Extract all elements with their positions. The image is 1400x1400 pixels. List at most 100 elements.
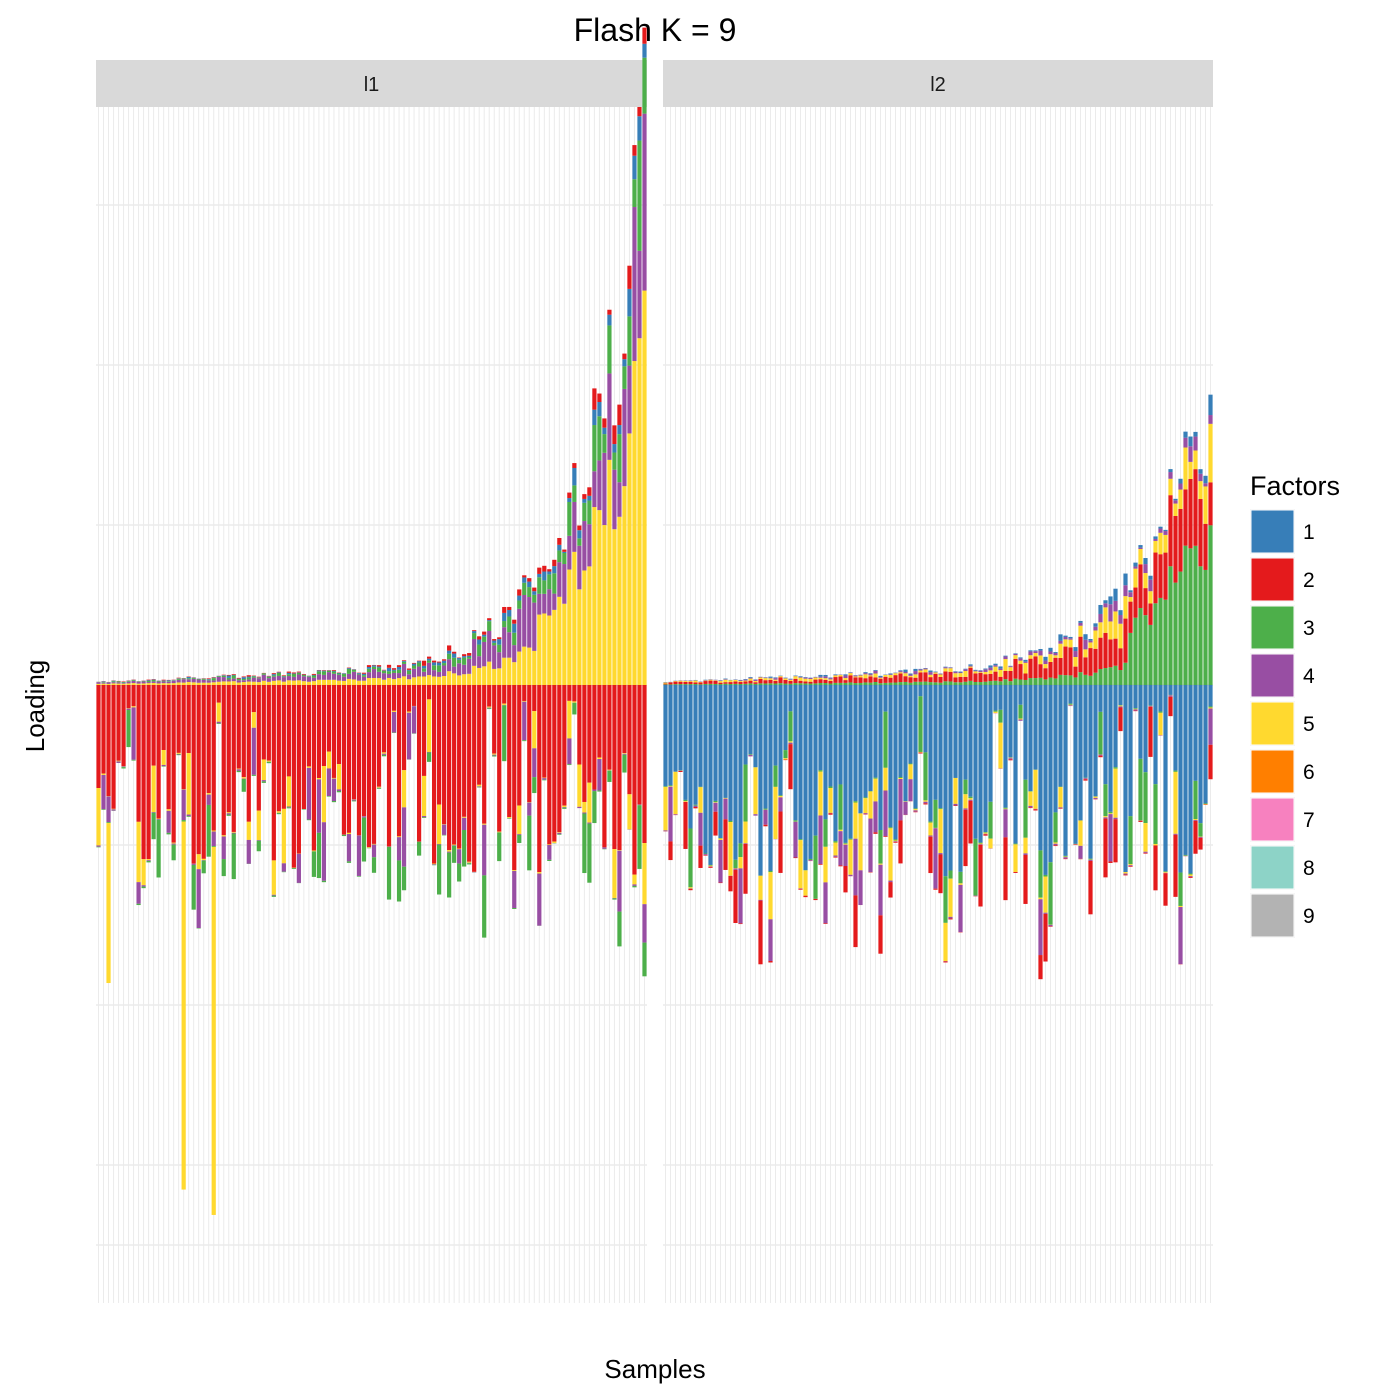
bar-segment-factor-4 — [1188, 876, 1193, 877]
bar-segment-factor-3 — [266, 676, 271, 679]
bar-segment-factor-4 — [411, 706, 417, 734]
bar-segment-factor-5 — [818, 771, 823, 816]
bar-segment-factor-2 — [708, 680, 713, 684]
bar-segment-factor-3 — [953, 682, 958, 685]
bar-segment-factor-3 — [1198, 823, 1203, 837]
bar-segment-factor-5 — [341, 680, 347, 685]
bar-segment-factor-5 — [256, 682, 261, 685]
bar-segment-factor-4 — [1038, 899, 1043, 956]
bar-segment-factor-3 — [427, 660, 432, 663]
bar-segment-factor-4 — [171, 680, 176, 684]
bar-segment-factor-2 — [497, 685, 502, 832]
bar-segment-factor-4 — [1193, 819, 1198, 821]
bar-segment-factor-4 — [462, 664, 467, 675]
bar-segment-factor-5 — [462, 674, 467, 685]
bar-segment-factor-4 — [898, 778, 903, 821]
bar-segment-factor-1 — [226, 675, 231, 678]
bar-segment-factor-2 — [246, 675, 251, 677]
bar-segment-factor-5 — [532, 711, 537, 749]
bar-segment-factor-2 — [798, 680, 803, 684]
bar-segment-factor-2 — [281, 675, 286, 676]
bar-segment-factor-2 — [908, 677, 913, 683]
bar-segment-factor-2 — [487, 685, 492, 707]
bar-segment-factor-2 — [472, 630, 477, 632]
bar-segment-factor-4 — [296, 853, 301, 883]
bar-segment-factor-1 — [683, 685, 688, 800]
bar-segment-factor-3 — [883, 711, 888, 768]
bar-segment-factor-5 — [823, 678, 828, 680]
bar-segment-factor-4 — [316, 674, 322, 680]
bar-segment-factor-5 — [793, 676, 798, 679]
bar-segment-factor-2 — [271, 673, 276, 675]
bar-segment-factor-5 — [457, 848, 462, 850]
bar-segment-factor-1 — [1203, 475, 1208, 484]
bar-segment-factor-2 — [427, 685, 432, 700]
bar-segment-factor-1 — [406, 669, 412, 671]
bar-segment-factor-3 — [527, 815, 532, 871]
bar-segment-factor-5 — [497, 668, 502, 685]
bar-segment-factor-4 — [301, 676, 306, 682]
bar-segment-factor-5 — [386, 677, 392, 685]
bar-segment-factor-5 — [1063, 856, 1068, 858]
bar-segment-factor-5 — [1078, 820, 1083, 846]
bar-segment-factor-2 — [572, 463, 577, 468]
bar-segment-factor-4 — [251, 727, 256, 775]
bar-segment-factor-1 — [627, 288, 632, 317]
bar-segment-factor-5 — [577, 589, 582, 685]
bar-segment-factor-2 — [993, 671, 998, 681]
bar-segment-factor-2 — [467, 653, 472, 656]
bar-segment-factor-3 — [116, 681, 121, 683]
bar-segment-factor-2 — [883, 836, 888, 837]
bar-segment-factor-3 — [166, 832, 171, 835]
bar-segment-factor-2 — [1053, 657, 1058, 679]
bar-segment-factor-2 — [261, 685, 266, 760]
bar-segment-factor-5 — [136, 683, 141, 685]
bar-segment-factor-4 — [1078, 622, 1083, 626]
bar-segment-factor-3 — [828, 683, 833, 685]
bar-segment-factor-2 — [371, 685, 377, 844]
bar-segment-factor-3 — [1133, 708, 1138, 709]
bar-segment-factor-5 — [442, 676, 447, 685]
bar-segment-factor-1 — [1078, 620, 1083, 623]
bar-segment-factor-5 — [462, 816, 467, 818]
bar-segment-factor-2 — [1103, 632, 1108, 669]
bar-segment-factor-4 — [517, 834, 522, 835]
bar-segment-factor-1 — [953, 685, 958, 778]
bar-segment-factor-3 — [186, 816, 191, 817]
bar-segment-factor-2 — [1078, 636, 1083, 673]
bar-segment-factor-3 — [582, 502, 587, 522]
bar-segment-factor-5 — [798, 677, 803, 681]
bar-segment-factor-1 — [923, 685, 928, 753]
bar-segment-factor-5 — [96, 788, 101, 846]
bar-segment-factor-4 — [928, 835, 933, 837]
bar-segment-factor-4 — [1143, 851, 1148, 853]
legend-swatch — [1250, 701, 1295, 746]
bar-segment-factor-1 — [356, 673, 362, 674]
bar-segment-factor-5 — [878, 677, 883, 679]
bar-segment-factor-3 — [567, 764, 572, 766]
bar-segment-factor-1 — [537, 573, 542, 578]
bar-segment-factor-3 — [411, 665, 417, 669]
bar-segment-factor-5 — [908, 764, 913, 780]
bar-segment-factor-2 — [211, 685, 216, 831]
bar-segment-factor-5 — [663, 786, 668, 831]
bar-segment-factor-5 — [1183, 447, 1188, 490]
bar-segment-factor-3 — [1203, 803, 1208, 805]
bar-segment-factor-2 — [673, 681, 678, 685]
bar-segment-factor-3 — [391, 670, 397, 673]
bar-segment-factor-4 — [457, 663, 462, 676]
bar-segment-factor-4 — [1023, 853, 1028, 855]
bar-segment-factor-2 — [803, 895, 808, 898]
bar-segment-factor-1 — [562, 551, 567, 553]
bar-segment-factor-3 — [798, 839, 803, 841]
bar-segment-factor-2 — [923, 803, 928, 805]
bar-segment-factor-2 — [1173, 834, 1178, 897]
bar-segment-factor-4 — [1108, 814, 1113, 862]
legend-label: 1 — [1303, 521, 1315, 544]
bar-segment-factor-5 — [467, 861, 472, 863]
bar-segment-factor-1 — [718, 685, 723, 839]
bar-segment-factor-3 — [266, 761, 271, 764]
bar-segment-factor-3 — [326, 670, 332, 673]
bar-segment-factor-4 — [1118, 706, 1123, 708]
bar-segment-factor-5 — [306, 766, 311, 768]
